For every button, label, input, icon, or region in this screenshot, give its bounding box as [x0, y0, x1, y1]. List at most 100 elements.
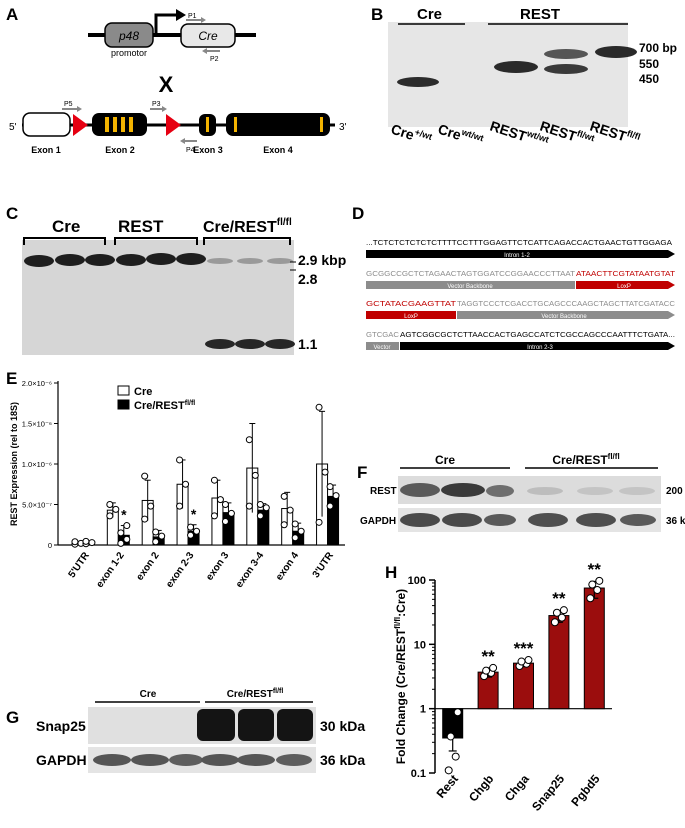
- chart-h-y-label-base: Fold Change (Cre/REST: [394, 628, 408, 764]
- chart-e-point: [182, 480, 190, 488]
- blot-g-row-gapdh: GAPDH: [36, 752, 87, 768]
- blot-g-group-crerest: Cre/RESTfl/fl: [227, 688, 284, 700]
- chart-e-x-tick-label: exon 3: [204, 550, 231, 583]
- seq-line-3-vector: TAGGTCCCTCGACCTGCAGCCCAAGCTAGCTTATCGATAC…: [457, 299, 676, 308]
- chart-e-point: [210, 476, 218, 484]
- chart-h-point: [444, 766, 453, 775]
- chart-e-point: [158, 532, 166, 540]
- chart-e-legend-swatch-rest: [117, 399, 130, 410]
- exon-2-stripe-2: [113, 117, 117, 132]
- panel-label-f: F: [357, 463, 367, 482]
- chart-e-point: [193, 527, 201, 535]
- blot-f-size-200: 200 kDa: [666, 486, 685, 497]
- seq-bar-vector-2-label: Vector Backbone: [541, 314, 587, 320]
- blot-f-rest-band-6: [619, 487, 655, 495]
- primer-p1-label: P1: [188, 13, 197, 20]
- cre-label: Cre: [198, 29, 218, 43]
- gel-b: [388, 22, 628, 127]
- exon-4-stripe-1: [234, 117, 237, 132]
- chart-e-point: [141, 472, 149, 480]
- panel-label-b: B: [371, 5, 383, 24]
- exon-1-label: Exon 1: [31, 145, 61, 155]
- seq-bar-vector-1-label: Vector Backbone: [447, 284, 493, 290]
- blot-g-gapdh-band-6: [276, 754, 312, 766]
- chart-h-significance: **: [588, 560, 602, 579]
- chart-e-y-label: REST Expression (rel to 18S): [9, 402, 19, 526]
- promoter-caption: promotor: [111, 48, 147, 58]
- panel-label-g: G: [6, 708, 19, 727]
- chart-e-y-tick-label: 0: [48, 541, 52, 550]
- chart-e-point: [216, 496, 224, 504]
- chart-e-point: [112, 505, 120, 513]
- chart-e-point: [280, 492, 288, 500]
- chart-e-x-tick-label: exon 4: [274, 550, 301, 583]
- chart-h-point: [446, 732, 455, 741]
- chart-e-significance: *: [121, 507, 127, 523]
- chart-e-point: [227, 509, 235, 517]
- blot-f-rest-band-2: [441, 483, 485, 497]
- loxp-site-1: [73, 114, 88, 136]
- chart-e-point: [286, 506, 294, 514]
- gel-c-band-3: [85, 254, 115, 266]
- gel-c-band-9b: [265, 339, 295, 349]
- exon-4-label: Exon 4: [263, 145, 293, 155]
- chart-e: 0 5.0×10⁻⁷ 1.0×10⁻⁶ 1.5×10⁻⁶ 2.0×10⁻⁶ REST Ex…: [9, 379, 345, 590]
- transcription-start-arrow: [154, 13, 177, 35]
- gel-c-band-6: [176, 253, 206, 265]
- exon-4-box: [226, 113, 330, 136]
- blot-f-gapdh-band-2: [442, 513, 482, 527]
- exon-2-box: [92, 113, 147, 136]
- chart-h-point: [482, 666, 491, 675]
- chart-h-y-label-tail: :Cre): [394, 589, 408, 617]
- blot-g-size-36: 36 kDa: [320, 752, 365, 768]
- chart-e-point: [147, 502, 155, 510]
- blot-g-gapdh-band-4: [201, 754, 239, 766]
- panel-f: F Cre Cre/RESTfl/fl REST GAPDH 200 kDa 3…: [357, 452, 685, 532]
- gel-c-size-1-1: 1.1: [298, 336, 318, 352]
- primer-p4-head: [180, 138, 185, 144]
- gel-c-band-7a: [207, 258, 233, 264]
- chart-e-point: [262, 504, 270, 512]
- chart-h-point: [595, 576, 604, 585]
- exon-4-stripe-2: [320, 117, 323, 132]
- chart-e-significance: *: [191, 506, 197, 522]
- chart-e-x-tick-label: exon 2-3: [164, 550, 197, 590]
- chart-h-point: [593, 585, 602, 594]
- chart-e-point: [123, 535, 131, 543]
- chart-e-x-tick-label: 5'UTR: [67, 550, 93, 580]
- seq-bar-intron-1-2-label: Intron 1-2: [504, 253, 530, 259]
- chart-h-point: [552, 608, 561, 617]
- chart-e-point: [221, 501, 229, 508]
- blot-f-gapdh-band-6: [620, 514, 656, 526]
- seq-bar-intron-2-3-label: Intron 2-3: [527, 345, 553, 351]
- blot-g-gapdh-band-5: [237, 754, 275, 766]
- gel-c-band-8a: [237, 258, 263, 264]
- chart-h-bar: [513, 662, 534, 710]
- gel-c-band-1: [24, 255, 54, 267]
- panel-e: E 0 5.0×10⁻⁷ 1.0×10⁻⁶ 1.5×10⁻⁶ 2.0×10⁻⁶ REST …: [6, 369, 345, 590]
- chart-h-point: [550, 618, 559, 627]
- chart-e-point: [82, 537, 90, 545]
- blot-g-snap25-band-6: [277, 709, 313, 741]
- chart-e-point: [245, 436, 253, 444]
- blot-f-group-cre: Cre: [435, 453, 455, 467]
- chart-e-point: [71, 538, 79, 546]
- blot-g-snap25-band-5: [238, 709, 274, 741]
- panel-label-c: C: [6, 204, 18, 223]
- chart-e-y-tick-label: 1.0×10⁻⁶: [22, 460, 52, 469]
- seq-line-2-vector: GCGGCCGCTCTAGAACTAGTGGATCCGGAACCCTTAAT: [366, 269, 575, 278]
- chart-h-x-tick-label: Snap25: [529, 772, 567, 814]
- chart-e-point: [117, 539, 125, 547]
- seq-line-4-intron: AGTCGGCGCTCTTAACCACTGAGCCATCTCGCCAGCCCAA…: [400, 330, 675, 339]
- gel-c-band-8b: [235, 339, 265, 349]
- chart-h-y-tick-label: 1: [420, 704, 426, 716]
- chart-e-y-tick-label: 2.0×10⁻⁶: [22, 379, 52, 388]
- primer-p3-label: P3: [152, 101, 161, 108]
- seq-line-3-loxp: GCTATACGAAGTTAT: [366, 299, 456, 308]
- gel-c-band-5: [146, 253, 176, 265]
- gel-b-size-550: 550: [639, 57, 659, 71]
- chart-e-point: [280, 521, 288, 529]
- chart-e-y-tick-label: 5.0×10⁻⁷: [22, 501, 52, 510]
- chart-h-x-tick-label: Chgb: [466, 772, 496, 804]
- exon-2-stripe-1: [105, 117, 109, 132]
